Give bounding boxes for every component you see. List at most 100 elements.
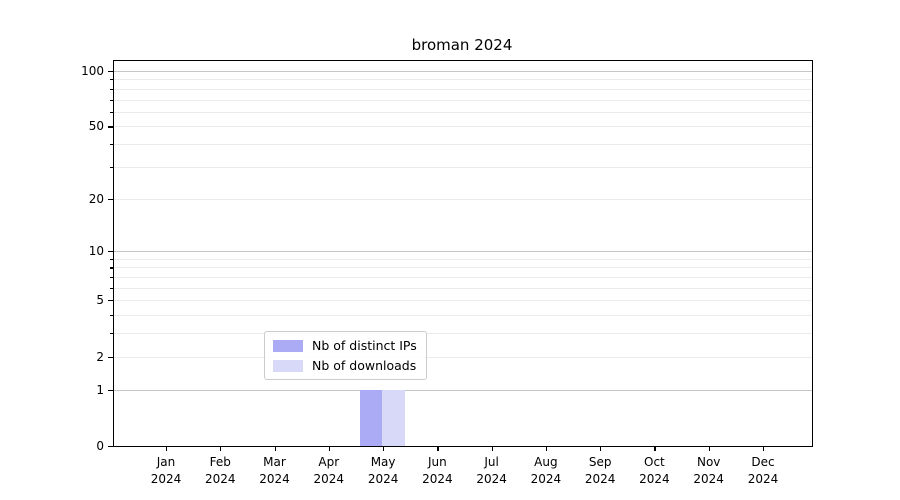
- minor-gridline: [114, 99, 812, 101]
- x-tick-label-year: 2024: [150, 472, 182, 486]
- x-tick-label: Dec 2024: [731, 454, 795, 488]
- minor-gridline: [114, 300, 812, 302]
- y-tick-label: 100: [81, 63, 104, 78]
- x-tick-label-year: 2024: [530, 472, 562, 486]
- minor-gridline: [114, 166, 812, 168]
- major-gridline: [114, 70, 812, 72]
- x-tick: [274, 446, 276, 451]
- y-minor-tick: [110, 111, 113, 113]
- legend-row: Nb of distinct IPs: [273, 337, 417, 354]
- x-tick-label-year: 2024: [205, 472, 236, 486]
- x-tick-label-year: 2024: [422, 472, 453, 486]
- x-tick-label: Apr 2024: [297, 454, 361, 488]
- major-gridline: [114, 251, 812, 253]
- y-minor-tick: [110, 267, 113, 269]
- x-tick: [545, 446, 548, 451]
- y-tick-label: 10: [88, 244, 104, 259]
- major-gridline: [114, 389, 812, 391]
- x-tick-label-month: Feb: [209, 455, 231, 469]
- x-tick-label-month: Oct: [644, 455, 665, 469]
- y-tick-label: 2: [96, 349, 104, 364]
- y-major-tick: [108, 389, 113, 391]
- x-tick-label-year: 2024: [639, 472, 670, 486]
- x-tick-label-year: 2024: [313, 472, 345, 486]
- x-tick-label: Aug 2024: [514, 454, 578, 488]
- x-tick: [600, 446, 602, 451]
- y-tick-label: 5: [96, 293, 104, 308]
- x-tick-label: Feb 2024: [188, 454, 252, 488]
- y-tick-label: 0: [96, 439, 104, 453]
- legend: Nb of distinct IPs Nb of downloads: [264, 331, 427, 380]
- x-tick: [763, 446, 765, 451]
- x-tick-label-month: Jun: [428, 455, 447, 469]
- x-tick-label-year: 2024: [747, 472, 779, 486]
- minor-gridline: [114, 198, 812, 200]
- y-minor-tick: [110, 166, 113, 169]
- y-minor-tick: [110, 88, 113, 90]
- y-minor-tick: [110, 315, 113, 317]
- chart-title: broman 2024: [411, 36, 513, 54]
- y-minor-tick: [110, 144, 113, 146]
- x-tick: [166, 446, 168, 451]
- minor-gridline: [114, 287, 812, 289]
- y-minor-tick: [110, 79, 113, 81]
- x-tick-label: Mar 2024: [243, 454, 307, 488]
- minor-gridline: [114, 126, 812, 128]
- y-major-tick: [108, 251, 113, 253]
- y-tick-label: 20: [88, 191, 104, 206]
- x-tick-label: Jul 2024: [460, 454, 524, 488]
- x-tick-label-month: Mar: [263, 455, 286, 469]
- x-tick-label-month: Jul: [484, 455, 499, 469]
- x-tick-label-year: 2024: [476, 472, 507, 486]
- x-tick: [491, 446, 493, 451]
- minor-gridline: [114, 88, 812, 90]
- bar: [359, 389, 383, 446]
- x-tick-label: Sep 2024: [568, 454, 632, 488]
- minor-gridline: [114, 277, 812, 278]
- y-major-tick: [108, 198, 113, 200]
- x-tick-label-month: Nov: [696, 455, 721, 469]
- plot-area: 0 1 2 5 10 20 50 100 Jan 2024 Feb 2024 Mar 2024 Apr 202…: [81, 60, 813, 486]
- bar: [382, 389, 405, 446]
- x-tick: [654, 446, 656, 451]
- x-tick-label-year: 2024: [584, 472, 616, 486]
- y-major-tick: [108, 300, 113, 302]
- minor-gridline: [114, 79, 812, 81]
- x-tick-label-month: Apr: [318, 455, 340, 469]
- legend-swatch: [273, 359, 303, 372]
- minor-gridline: [114, 315, 812, 317]
- y-tick-label: 50: [88, 119, 104, 134]
- minor-gridline: [114, 267, 812, 269]
- minor-gridline: [114, 258, 812, 260]
- minor-gridline: [114, 333, 812, 335]
- x-tick: [328, 446, 330, 451]
- y-major-tick: [108, 70, 113, 72]
- legend-swatch: [273, 339, 303, 352]
- y-major-tick: [108, 446, 113, 448]
- x-tick-label: Jun 2024: [405, 454, 469, 488]
- x-tick-label: May 2024: [351, 454, 415, 488]
- x-tick-label-year: 2024: [259, 472, 290, 486]
- x-tick: [220, 446, 222, 451]
- y-minor-tick: [110, 277, 113, 279]
- minor-gridline: [114, 111, 812, 113]
- x-tick-label-year: 2024: [367, 472, 399, 486]
- y-minor-tick: [110, 258, 113, 260]
- legend-label: Nb of distinct IPs: [312, 338, 417, 353]
- y-major-tick: [108, 126, 113, 128]
- minor-gridline: [114, 144, 812, 146]
- x-tick-label: Oct 2024: [622, 454, 686, 488]
- y-minor-tick: [110, 333, 113, 335]
- x-tick-label-month: Sep: [588, 455, 612, 469]
- legend-label: Nb of downloads: [312, 358, 417, 373]
- x-tick-label-month: May: [370, 455, 396, 469]
- y-minor-tick: [110, 99, 113, 101]
- x-tick: [708, 446, 710, 451]
- y-minor-tick: [110, 287, 113, 289]
- x-tick-label-month: Aug: [534, 455, 558, 469]
- minor-gridline: [114, 356, 812, 358]
- x-tick: [383, 446, 385, 451]
- x-tick-label-month: Jan: [156, 455, 176, 469]
- y-major-tick: [108, 356, 113, 358]
